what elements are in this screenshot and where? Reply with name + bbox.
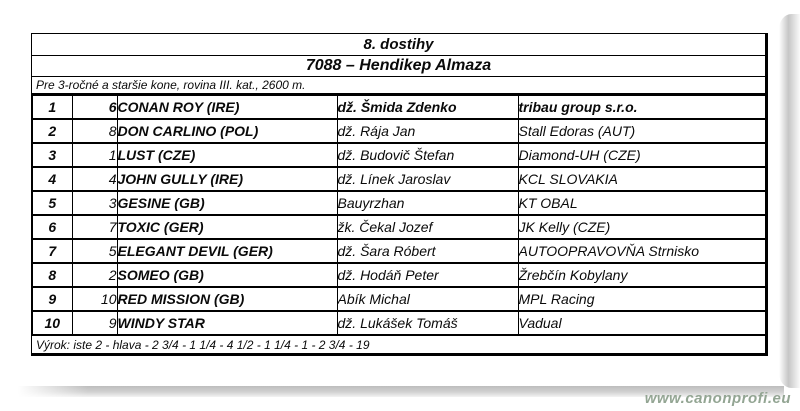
entry-row: 1 6 CONAN ROY (IRE) dž. Šmida Zdenko tri… bbox=[31, 94, 767, 120]
owner-cell: JK Kelly (CZE) bbox=[517, 214, 767, 240]
race-conditions: Pre 3-ročné a staršie kone, rovina III. … bbox=[31, 77, 768, 94]
jockey-cell: dž. Línek Jaroslav bbox=[336, 166, 519, 192]
owner-cell: KCL SLOVAKIA bbox=[517, 166, 767, 192]
start-number-cell: 9 bbox=[71, 310, 118, 336]
horse-name-cell: LUST (CZE) bbox=[116, 142, 338, 168]
owner-cell: Žrebčín Kobylany bbox=[517, 262, 767, 288]
owner-cell: Diamond-UH (CZE) bbox=[517, 142, 767, 168]
entry-row: 6 7 TOXIC (GER) žk. Čekal Jozef JK Kelly… bbox=[31, 214, 767, 240]
rank-cell: 5 bbox=[31, 190, 73, 216]
race-card: 8. dostihy 7088 – Hendikep Almaza Pre 3-… bbox=[31, 33, 768, 356]
horse-name-cell: RED MISSION (GB) bbox=[116, 286, 338, 312]
rank-cell: 7 bbox=[31, 238, 73, 264]
entry-row: 9 10 RED MISSION (GB) Abík Michal MPL Ra… bbox=[31, 286, 767, 312]
entry-row: 3 1 LUST (CZE) dž. Budovič Štefan Diamon… bbox=[31, 142, 767, 168]
verdict-line: Výrok: iste 2 - hlava - 2 3/4 - 1 1/4 - … bbox=[31, 336, 768, 356]
rank-cell: 9 bbox=[31, 286, 73, 312]
rank-cell: 3 bbox=[31, 142, 73, 168]
start-number-cell: 6 bbox=[71, 94, 118, 120]
horse-name-cell: WINDY STAR bbox=[116, 310, 338, 336]
page-edge-shadow-right bbox=[779, 14, 800, 388]
rank-cell: 1 bbox=[31, 94, 73, 120]
owner-cell: MPL Racing bbox=[517, 286, 767, 312]
horse-name-cell: JOHN GULLY (IRE) bbox=[116, 166, 338, 192]
horse-name-cell: TOXIC (GER) bbox=[116, 214, 338, 240]
entry-row: 10 9 WINDY STAR dž. Lukášek Tomáš Vadual bbox=[31, 310, 767, 336]
jockey-cell: dž. Lukášek Tomáš bbox=[336, 310, 519, 336]
owner-cell: AUTOOPRAVOVŇA Strnisko bbox=[517, 238, 767, 264]
owner-cell: KT OBAL bbox=[517, 190, 767, 216]
entry-row: 5 3 GESINE (GB) Bauyrzhan KT OBAL bbox=[31, 190, 767, 216]
race-title: 8. dostihy bbox=[31, 34, 768, 56]
watermark-url: www.canonprofi.eu bbox=[644, 390, 791, 407]
rank-cell: 4 bbox=[31, 166, 73, 192]
start-number-cell: 8 bbox=[71, 118, 118, 144]
owner-cell: Vadual bbox=[517, 310, 767, 336]
start-number-cell: 2 bbox=[71, 262, 118, 288]
entry-row: 2 8 DON CARLINO (POL) dž. Rája Jan Stall… bbox=[31, 118, 767, 144]
rank-cell: 2 bbox=[31, 118, 73, 144]
rank-cell: 10 bbox=[31, 310, 73, 336]
jockey-cell: Bauyrzhan bbox=[336, 190, 519, 216]
entry-row: 7 5 ELEGANT DEVIL (GER) dž. Šara Róbert … bbox=[31, 238, 767, 264]
entry-row: 4 4 JOHN GULLY (IRE) dž. Línek Jaroslav … bbox=[31, 166, 767, 192]
jockey-cell: dž. Budovič Štefan bbox=[336, 142, 519, 168]
start-number-cell: 3 bbox=[71, 190, 118, 216]
race-number-and-name: 7088 – Hendikep Almaza bbox=[31, 56, 768, 77]
jockey-cell: žk. Čekal Jozef bbox=[336, 214, 519, 240]
jockey-cell: dž. Hodáň Peter bbox=[336, 262, 519, 288]
start-number-cell: 5 bbox=[71, 238, 118, 264]
horse-name-cell: GESINE (GB) bbox=[116, 190, 338, 216]
horse-name-cell: ELEGANT DEVIL (GER) bbox=[116, 238, 338, 264]
entry-row: 8 2 SOMEO (GB) dž. Hodáň Peter Žrebčín K… bbox=[31, 262, 767, 288]
jockey-cell: Abík Michal bbox=[336, 286, 519, 312]
horse-name-cell: DON CARLINO (POL) bbox=[116, 118, 338, 144]
results-table: 1 6 CONAN ROY (IRE) dž. Šmida Zdenko tri… bbox=[31, 94, 768, 336]
horse-name-cell: SOMEO (GB) bbox=[116, 262, 338, 288]
horse-name-cell: CONAN ROY (IRE) bbox=[116, 94, 338, 120]
start-number-cell: 1 bbox=[71, 142, 118, 168]
start-number-cell: 7 bbox=[71, 214, 118, 240]
jockey-cell: dž. Šmida Zdenko bbox=[336, 94, 519, 120]
entries-body: 1 6 CONAN ROY (IRE) dž. Šmida Zdenko tri… bbox=[31, 94, 767, 336]
rank-cell: 6 bbox=[31, 214, 73, 240]
start-number-cell: 10 bbox=[71, 286, 118, 312]
page-edge-shadow-bottom bbox=[18, 386, 784, 397]
rank-cell: 8 bbox=[31, 262, 73, 288]
owner-cell: tribau group s.r.o. bbox=[517, 94, 767, 120]
start-number-cell: 4 bbox=[71, 166, 118, 192]
jockey-cell: dž. Rája Jan bbox=[336, 118, 519, 144]
owner-cell: Stall Edoras (AUT) bbox=[517, 118, 767, 144]
jockey-cell: dž. Šara Róbert bbox=[336, 238, 519, 264]
